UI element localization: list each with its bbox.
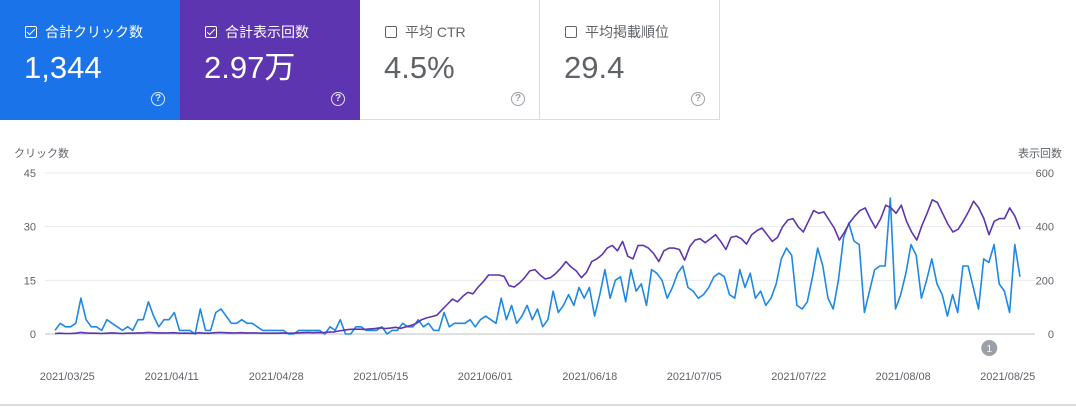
card-average-position[interactable]: 平均掲載順位 29.4 ? [540, 0, 720, 120]
help-icon[interactable]: ? [331, 92, 345, 106]
x-tick-label: 2021/05/15 [353, 371, 408, 383]
card-label: 平均 CTR [405, 24, 466, 40]
x-tick-label: 2021/08/08 [876, 371, 931, 383]
card-average-ctr[interactable]: 平均 CTR 4.5% ? [360, 0, 540, 120]
card-label: 合計表示回数 [225, 24, 309, 40]
x-tick-label: 2021/06/01 [458, 371, 513, 383]
card-value: 29.4 [564, 50, 625, 85]
checkbox-checked-icon[interactable] [25, 26, 37, 38]
x-tick-label: 2021/08/25 [980, 371, 1035, 383]
card-total-impressions[interactable]: 合計表示回数 2.97万 ? [180, 0, 360, 120]
card-label: 合計クリック数 [45, 24, 143, 40]
annotation-marker [981, 340, 998, 356]
x-tick-label: 2021/04/11 [145, 371, 199, 383]
y-tick-right: 600 [1036, 168, 1054, 180]
card-header: 合計表示回数 [205, 24, 309, 40]
y-tick-left: 15 [24, 275, 36, 287]
y-axis-right-title: 表示回数 [1018, 146, 1062, 160]
card-header: 平均掲載順位 [565, 24, 669, 40]
y-tick-left: 30 [24, 222, 36, 234]
performance-chart: クリック数 表示回数 0 15 30 45 0 200 400 600 2021/03/25 2021… [14, 146, 1062, 383]
y-tick-right: 0 [1048, 329, 1054, 341]
help-icon[interactable]: ? [511, 92, 525, 106]
card-header: 合計クリック数 [25, 24, 143, 40]
card-value: 4.5% [384, 50, 455, 85]
y-tick-left: 45 [24, 168, 36, 180]
card-value: 2.97万 [204, 50, 296, 85]
metric-cards: 合計クリック数 1,344 ? 合計表示回数 2.97万 ? 平均 CTR 4.… [0, 0, 720, 120]
card-total-clicks[interactable]: 合計クリック数 1,344 ? [0, 0, 180, 120]
annotation-label[interactable]: 1 [986, 344, 992, 355]
x-tick-label: 2021/04/28 [249, 371, 304, 383]
help-icon[interactable]: ? [151, 92, 165, 106]
y-tick-left: 0 [30, 329, 36, 341]
divider [0, 404, 1076, 406]
checkbox-checked-icon[interactable] [205, 26, 217, 38]
checkbox-unchecked-icon[interactable] [385, 26, 397, 38]
x-tick-label: 2021/03/25 [40, 371, 95, 383]
card-header: 平均 CTR [385, 24, 466, 40]
help-icon[interactable]: ? [691, 92, 705, 106]
x-tick-label: 2021/07/05 [667, 371, 722, 383]
card-value: 1,344 [24, 50, 102, 85]
checkbox-unchecked-icon[interactable] [565, 26, 577, 38]
x-tick-label: 2021/06/18 [562, 371, 617, 383]
series-line-impressions [54, 199, 1021, 335]
y-tick-right: 200 [1036, 275, 1054, 287]
x-tick-label: 2021/07/22 [771, 371, 826, 383]
y-tick-right: 400 [1036, 222, 1054, 234]
y-axis-left-title: クリック数 [14, 147, 69, 160]
card-label: 平均掲載順位 [585, 24, 669, 40]
series-line-clicks [54, 197, 1021, 335]
